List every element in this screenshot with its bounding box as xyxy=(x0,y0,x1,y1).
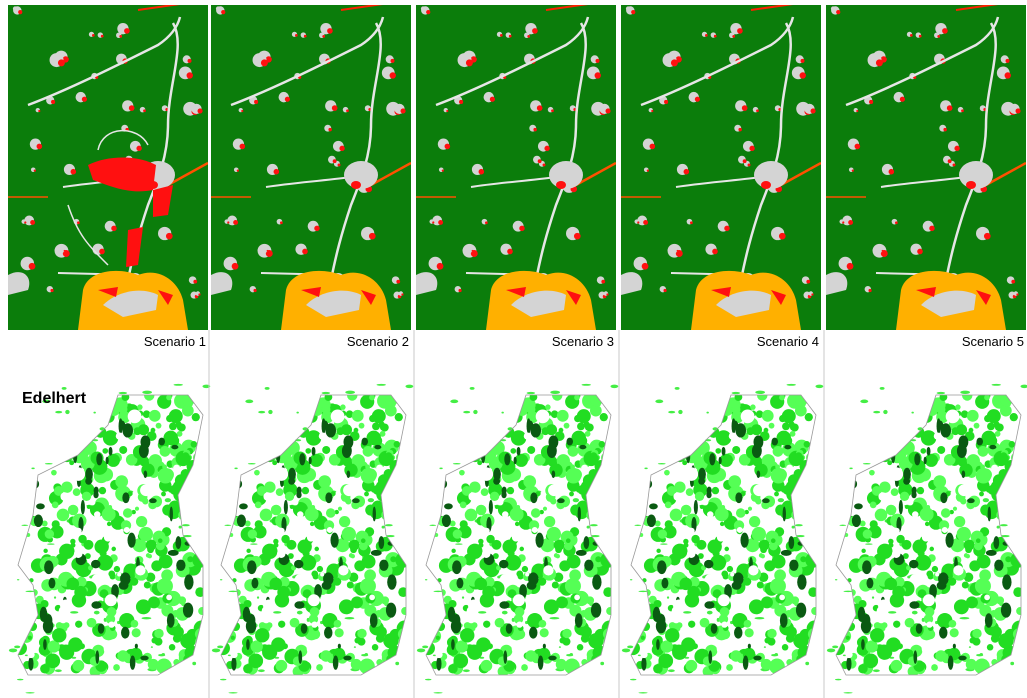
habitat-map xyxy=(622,384,823,694)
scenario-label: Scenario 5 xyxy=(962,334,1024,349)
species-label: Edelhert xyxy=(22,390,87,407)
land-use-map xyxy=(211,0,411,330)
scenario-column: Scenario 4 xyxy=(621,0,823,693)
land-use-map xyxy=(826,0,1026,330)
habitat-map xyxy=(9,384,210,694)
scenario-label: Scenario 2 xyxy=(347,334,409,349)
figure: Scenario 1 Scenario 2 Scenario 3 Scenario 4… xyxy=(0,0,1027,698)
scenario-column: Scenario 2 xyxy=(211,0,413,693)
land-use-map xyxy=(416,0,616,330)
habitat-map xyxy=(827,384,1027,694)
page: {"species_label": "Edelhert", "panels": … xyxy=(0,0,1027,698)
scenario-label: Scenario 1 xyxy=(144,334,206,349)
habitat-map xyxy=(212,384,413,694)
scenario-column: Scenario 1 xyxy=(8,0,210,693)
land-use-map xyxy=(621,0,821,330)
habitat-map xyxy=(417,384,618,694)
scenario-label: Scenario 4 xyxy=(757,334,819,349)
scenario-column: Scenario 5 xyxy=(826,0,1027,693)
scenario-label: Scenario 3 xyxy=(552,334,614,349)
scenario-column: Scenario 3 xyxy=(416,0,618,693)
